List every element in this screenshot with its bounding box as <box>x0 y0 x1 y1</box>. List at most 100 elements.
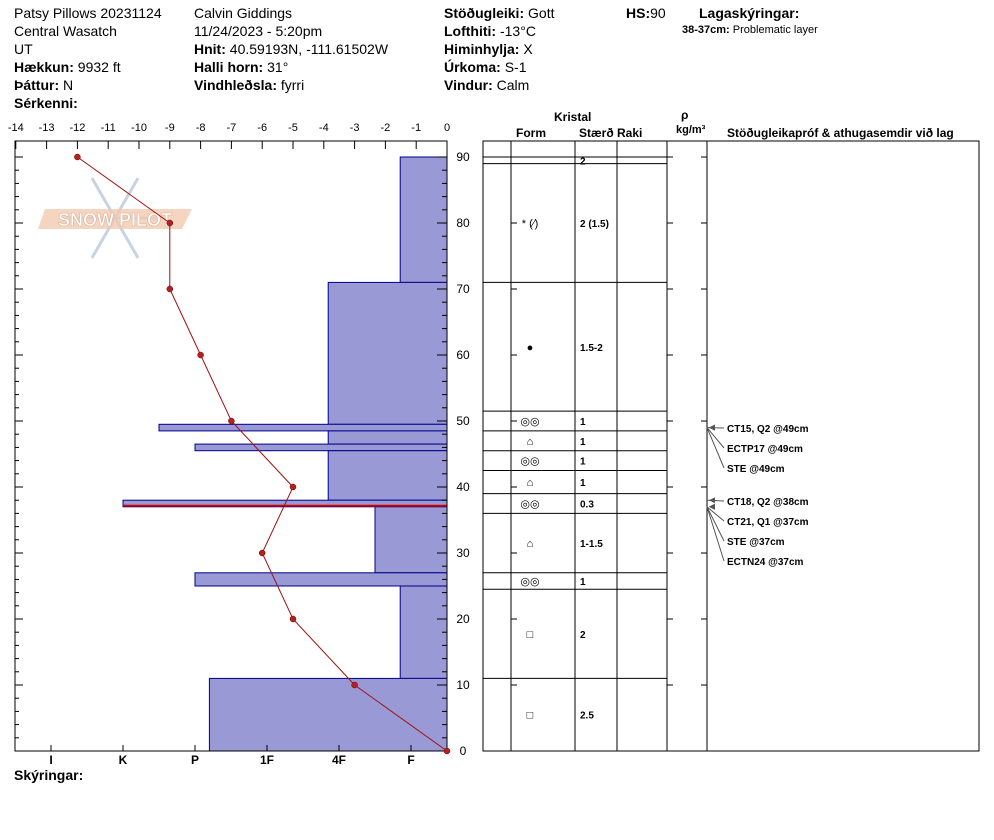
observation-datetime: 11/24/2023 - 5:20pm <box>194 23 323 39</box>
hardness-layer <box>399 156 448 283</box>
notes-row: Skýringar: <box>14 766 83 784</box>
legend-title: Lagaskýringar: <box>699 5 800 21</box>
precip-row: Úrkoma: S-1 <box>444 58 526 76</box>
height-tick-label: 30 <box>456 546 470 560</box>
logo-banner <box>38 209 192 229</box>
temperature-line <box>77 156 448 752</box>
hardness-axis: I K P 1F 4F F <box>49 745 415 767</box>
grain-size: 1 <box>580 457 586 468</box>
slope-row: Halli horn: 31° <box>194 58 288 76</box>
density-unit-header: kg/m³ <box>676 124 706 136</box>
legend-entry: 38-37cm: Problematic layer <box>682 24 818 36</box>
stability-test-label: CT18, Q2 @38cm <box>727 497 809 508</box>
temp-tick-label: 0 <box>444 122 450 134</box>
snowpilot-logo: SNOW PILOT <box>38 177 192 259</box>
air-temp-row: Lofthiti: -13°C <box>444 22 536 40</box>
wind-loading-row: Vindhleðsla: fyrri <box>194 76 304 94</box>
temp-tick-label: -10 <box>131 122 147 134</box>
precip-label: Úrkoma: <box>444 59 501 75</box>
grain-form: ● <box>527 342 534 354</box>
test-leader <box>706 506 725 542</box>
grain-form: □ <box>527 629 534 641</box>
stability-value: Gott <box>528 5 555 21</box>
strat-border <box>482 140 980 752</box>
hardness-bars <box>122 156 448 752</box>
grain-form: □ <box>527 710 534 722</box>
coords-row: Hnit: 40.59193N, -111.61502W <box>194 40 388 58</box>
temperature-point <box>74 153 81 161</box>
grain-size: 2.5 <box>580 711 594 722</box>
elevation-row: Hækkun: 9932 ft <box>14 58 121 76</box>
height-tick-label: 90 <box>456 150 470 164</box>
height-tick-label: 60 <box>456 348 470 362</box>
temperature-point <box>197 351 204 359</box>
size-header: Stærð <box>579 126 614 140</box>
temp-tick-label: -9 <box>165 122 175 134</box>
hardness-label: 1F <box>260 753 274 767</box>
temperature-point <box>351 681 358 689</box>
height-tick-label: 80 <box>456 216 470 230</box>
height-tick-label: 70 <box>456 282 470 296</box>
temp-tick-label: -8 <box>196 122 206 134</box>
temperature-point <box>166 219 174 227</box>
coords-label: Hnit: <box>194 41 226 57</box>
site-name: Patsy Pillows 20231124 <box>14 5 162 21</box>
wind-loading-value: fyrri <box>280 77 305 93</box>
test-arrow <box>709 424 715 431</box>
wind-loading-label: Vindhleðsla: <box>194 77 277 93</box>
temperature-point <box>258 549 266 557</box>
logo-text: SNOW PILOT <box>58 210 172 230</box>
temp-tick-label: -4 <box>319 122 329 134</box>
hs-row: HS:90 <box>626 4 666 22</box>
temp-tick-label: -2 <box>381 122 391 134</box>
crystal-header: Kristal <box>554 110 592 124</box>
hardness-layer <box>374 506 448 574</box>
test-leader <box>706 506 725 562</box>
temperature-point <box>166 285 174 293</box>
test-leader <box>706 427 725 449</box>
stability-test-label: ECTP17 @49cm <box>727 444 803 455</box>
notes-label: Skýringar: <box>14 767 84 783</box>
stability-label: Stöðugleiki: <box>444 5 525 21</box>
grain-size: 0.3 <box>580 500 594 511</box>
aspect-row: Þáttur: N <box>14 76 73 94</box>
grain-size: 2 <box>580 630 586 641</box>
hardness-layer <box>158 423 448 432</box>
coords-value: 40.59193N, -111.61502W <box>229 41 389 57</box>
slope-value: 31° <box>267 59 289 75</box>
temperature-point <box>228 417 235 425</box>
hs-label: HS: <box>626 5 651 21</box>
grain-size: 1-1.5 <box>580 539 603 550</box>
stratigraphy-table: 2 * (⁄) 2 (1.5) ● 1.5-2 ◎◎ 1 ⌂ 1 ◎◎ 1 ⌂ 1 ◎◎ 0.3 ⌂ 1-1.5… <box>482 140 980 752</box>
wind-label: Vindur: <box>444 77 493 93</box>
test-arrow <box>709 497 715 504</box>
stability-test-label: STE @49cm <box>727 464 785 475</box>
test-arrow <box>709 503 715 510</box>
form-header: Form <box>516 126 546 140</box>
grain-size: 1 <box>580 417 586 428</box>
temp-tick-label: -14 <box>8 122 24 134</box>
stability-test-label: ECTN24 @37cm <box>727 557 804 568</box>
observer-name: Calvin Giddings <box>194 5 293 21</box>
state-name: UT <box>14 41 33 57</box>
wind-value: Calm <box>496 77 530 93</box>
temp-tick-label: -12 <box>69 122 85 134</box>
hardness-label: 4F <box>332 753 346 767</box>
aspect-value: N <box>63 77 74 93</box>
grain-form: ⌂ <box>527 477 534 489</box>
aspect-label: Þáttur: <box>14 77 60 93</box>
hardness-layer <box>194 443 448 452</box>
stability-test-label: CT21, Q1 @37cm <box>727 517 809 528</box>
stability-tests: CT15, Q2 @49cm ECTP17 @49cm STE @49cm CT18,… <box>706 424 809 568</box>
hardness-layer <box>327 281 448 425</box>
grain-form: ⌂ <box>527 436 534 448</box>
height-tick-label: 10 <box>456 678 470 692</box>
rho-header: ρ <box>681 108 689 122</box>
legend-layer: 38-37cm: <box>682 24 730 36</box>
hardness-layer <box>208 677 448 752</box>
grain-size: 1 <box>580 437 586 448</box>
precip-value: S-1 <box>504 59 527 75</box>
grain-form: * (⁄) <box>522 218 539 230</box>
grain-form: ⌂ <box>527 538 534 550</box>
